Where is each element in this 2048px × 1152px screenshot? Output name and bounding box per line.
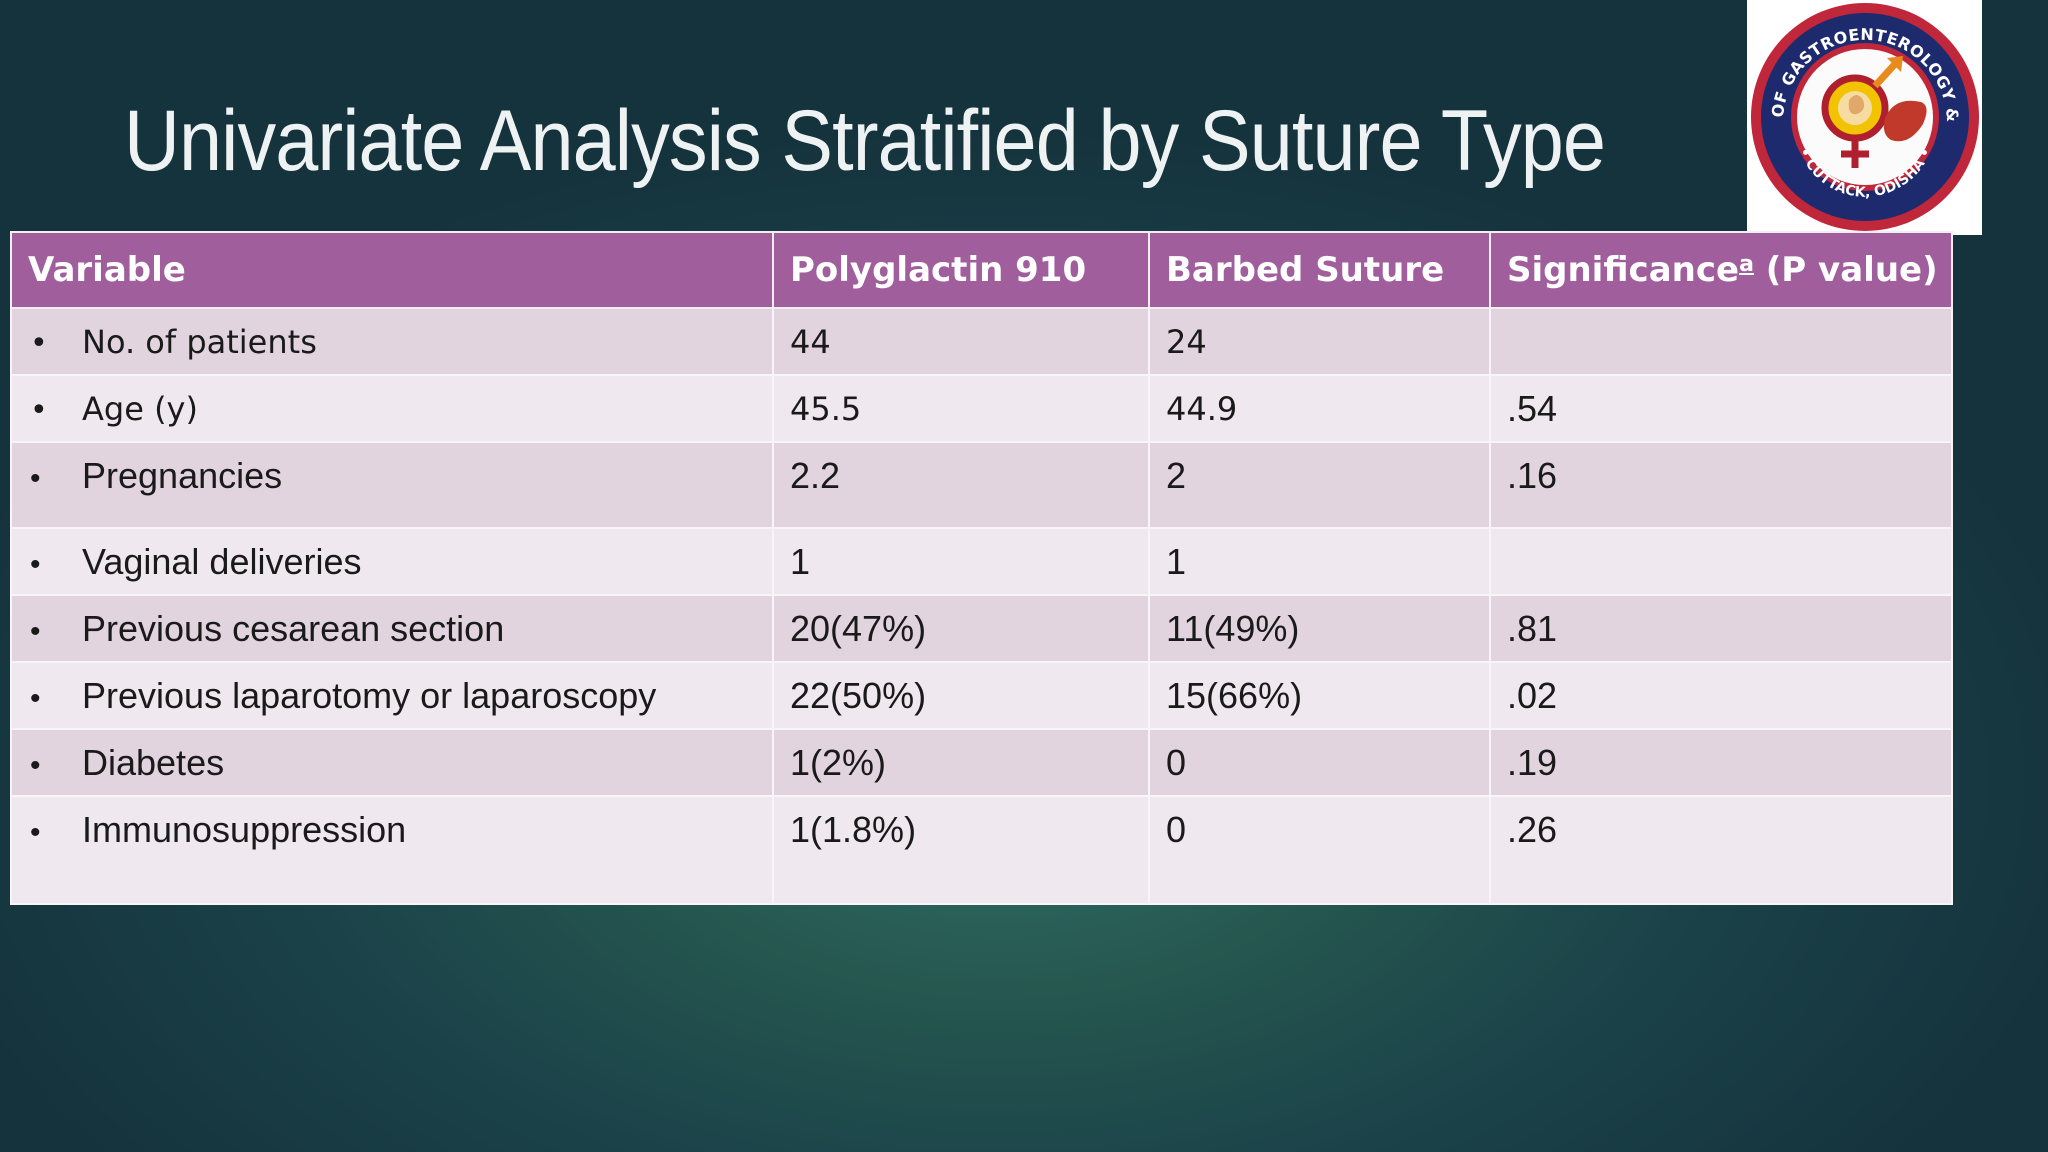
results-table: Variable Polyglactin 910 Barbed Suture S…	[10, 231, 1953, 905]
barbed-cell: 24	[1148, 307, 1491, 376]
barbed-cell: 44.9	[1148, 374, 1491, 443]
bullet-icon: •	[30, 462, 41, 495]
variable-label: Age (y)	[82, 389, 198, 428]
significance-cell: .16	[1489, 441, 1953, 529]
polyglactin-cell: 2.2	[772, 441, 1150, 529]
barbed-cell: 1	[1148, 527, 1491, 596]
polyglactin-cell: 22(50%)	[772, 661, 1150, 730]
header-variable: Variable	[10, 231, 774, 309]
header-significance-superscript: a	[1739, 252, 1754, 277]
table-row: • Diabetes 1(2%) 0 .19	[10, 728, 1953, 797]
variable-label: Vaginal deliveries	[82, 540, 362, 582]
bullet-icon: •	[30, 614, 41, 648]
table-row: • Age (y) 45.5 44.9 .54	[10, 374, 1953, 443]
polyglactin-cell: 1(2%)	[772, 728, 1150, 797]
significance-cell: .19	[1489, 728, 1953, 797]
variable-cell: • Age (y)	[10, 374, 774, 443]
table-row: • Previous cesarean section 20(47%) 11(49…	[10, 594, 1953, 663]
table-row: • Vaginal deliveries 1 1	[10, 527, 1953, 596]
bullet-icon: •	[30, 816, 41, 849]
significance-cell: .26	[1489, 795, 1953, 905]
significance-cell: .02	[1489, 661, 1953, 730]
variable-label: Diabetes	[82, 741, 225, 783]
polyglactin-cell: 1	[772, 527, 1150, 596]
significance-cell: .54	[1489, 374, 1953, 443]
institute-logo: LIFE INSTITUTE OF GASTROENTEROLOGY & GYN…	[1747, 0, 1982, 235]
institute-seal-icon: LIFE INSTITUTE OF GASTROENTEROLOGY & GYN…	[1747, 0, 1979, 231]
barbed-cell: 0	[1148, 795, 1491, 905]
table-row: • Pregnancies 2.2 2 .16	[10, 441, 1953, 529]
bullet-icon: •	[30, 325, 48, 361]
variable-cell: • Immunosuppression	[10, 795, 774, 905]
header-barbed-suture: Barbed Suture	[1148, 231, 1491, 309]
barbed-cell: 11(49%)	[1148, 594, 1491, 663]
header-significance-label: Significance	[1507, 250, 1740, 290]
polyglactin-cell: 44	[772, 307, 1150, 376]
significance-cell	[1489, 307, 1953, 376]
bullet-icon: •	[30, 681, 41, 715]
barbed-cell: 2	[1148, 441, 1491, 529]
bullet-icon: •	[30, 748, 41, 782]
barbed-cell: 15(66%)	[1148, 661, 1491, 730]
header-polyglactin: Polyglactin 910	[772, 231, 1150, 309]
variable-cell: • No. of patients	[10, 307, 774, 376]
table-header-row: Variable Polyglactin 910 Barbed Suture S…	[10, 231, 1953, 309]
variable-cell: • Diabetes	[10, 728, 774, 797]
variable-label: Previous cesarean section	[82, 607, 505, 649]
variable-label: Immunosuppression	[82, 809, 407, 850]
table-row: • Previous laparotomy or laparoscopy 22(5…	[10, 661, 1953, 730]
variable-label: No. of patients	[82, 322, 317, 361]
variable-label: Previous laparotomy or laparoscopy	[82, 674, 657, 716]
polyglactin-cell: 45.5	[772, 374, 1150, 443]
variable-cell: • Previous cesarean section	[10, 594, 774, 663]
table-row: • No. of patients 44 24	[10, 307, 1953, 376]
bullet-icon: •	[30, 547, 41, 581]
header-significance-tail: (P value)	[1753, 250, 1938, 290]
variable-label: Pregnancies	[82, 455, 283, 496]
header-significance: Significancea (P value)	[1489, 231, 1953, 309]
significance-cell: .81	[1489, 594, 1953, 663]
variable-cell: • Previous laparotomy or laparoscopy	[10, 661, 774, 730]
slide-title: Univariate Analysis Stratified by Suture…	[124, 93, 1606, 189]
significance-cell	[1489, 527, 1953, 596]
bullet-icon: •	[30, 392, 48, 428]
polyglactin-cell: 20(47%)	[772, 594, 1150, 663]
variable-cell: • Pregnancies	[10, 441, 774, 529]
polyglactin-cell: 1(1.8%)	[772, 795, 1150, 905]
variable-cell: • Vaginal deliveries	[10, 527, 774, 596]
barbed-cell: 0	[1148, 728, 1491, 797]
table-row: • Immunosuppression 1(1.8%) 0 .26	[10, 795, 1953, 905]
